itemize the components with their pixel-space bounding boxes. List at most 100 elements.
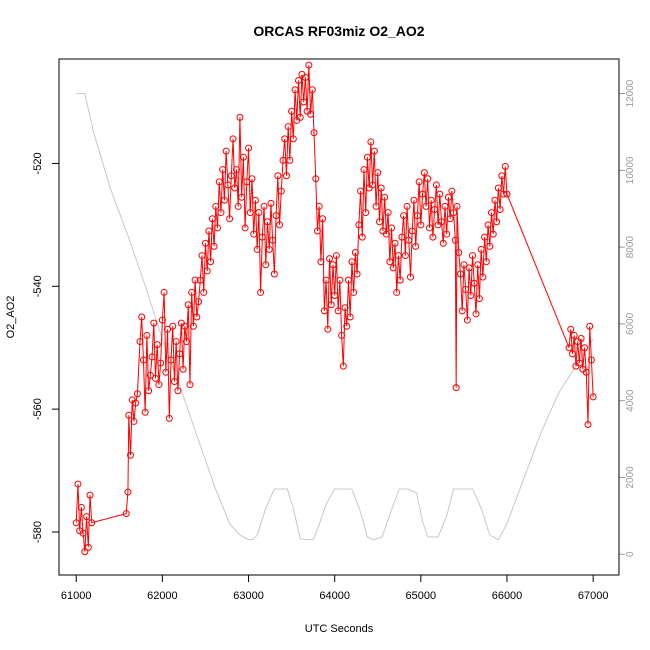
data-point xyxy=(236,113,244,121)
y-axis-label: O2_AO2 xyxy=(5,296,17,339)
data-point xyxy=(581,344,589,352)
data-point xyxy=(310,129,318,137)
data-point xyxy=(162,368,170,376)
data-point xyxy=(391,239,399,247)
data-point xyxy=(276,221,284,229)
data-point xyxy=(475,295,483,303)
data-point xyxy=(269,236,277,244)
data-point xyxy=(470,279,478,287)
data-point xyxy=(308,86,316,94)
data-point xyxy=(148,353,156,361)
data-point xyxy=(501,163,509,170)
data-point xyxy=(155,381,163,389)
y2-tick-label: 0 xyxy=(625,551,636,557)
data-point xyxy=(307,110,315,118)
data-point xyxy=(217,209,225,217)
y-tick-label: -520 xyxy=(32,152,44,174)
data-point xyxy=(207,258,215,266)
data-point xyxy=(324,325,332,333)
chart-title: ORCAS RF03miz O2_AO2 xyxy=(253,23,424,39)
data-point xyxy=(200,288,208,296)
data-point xyxy=(493,218,501,226)
data-point xyxy=(451,236,459,244)
data-point xyxy=(331,292,339,299)
y2-tick-label: 10000 xyxy=(625,156,636,184)
data-point xyxy=(219,166,227,174)
data-point xyxy=(300,98,308,106)
data-point xyxy=(427,196,435,204)
data-point xyxy=(568,350,576,358)
data-point xyxy=(270,270,278,278)
data-point xyxy=(413,212,421,220)
data-point xyxy=(344,276,352,284)
data-point xyxy=(167,356,175,364)
data-point xyxy=(467,292,475,299)
plot-frame xyxy=(58,58,620,576)
data-point xyxy=(432,181,440,189)
data-point xyxy=(465,264,473,272)
data-point xyxy=(353,270,361,278)
data-point xyxy=(393,288,401,296)
data-point xyxy=(382,230,390,238)
data-point xyxy=(160,288,168,296)
data-point xyxy=(196,276,204,284)
data-point xyxy=(327,301,335,309)
data-point xyxy=(565,344,573,352)
data-point xyxy=(295,77,303,84)
data-point xyxy=(212,202,220,210)
data-point xyxy=(188,288,196,296)
data-point xyxy=(203,267,211,275)
data-point xyxy=(127,451,135,459)
data-point xyxy=(408,227,416,235)
data-point xyxy=(570,331,578,339)
data-point xyxy=(460,261,468,269)
data-point xyxy=(458,307,466,315)
data-point xyxy=(463,316,471,324)
y2-tick-label: 8000 xyxy=(625,236,636,259)
data-point xyxy=(401,252,409,260)
data-point xyxy=(274,172,282,180)
data-point xyxy=(386,258,394,266)
data-point xyxy=(132,399,140,407)
data-point xyxy=(346,313,354,321)
data-point xyxy=(258,233,266,241)
data-point xyxy=(184,301,192,309)
data-point xyxy=(201,239,209,247)
data-point xyxy=(479,273,487,281)
data-point xyxy=(263,218,271,226)
data-point xyxy=(448,187,456,195)
data-point xyxy=(72,519,80,527)
data-point xyxy=(491,196,499,204)
data-point xyxy=(577,335,585,342)
data-point xyxy=(341,304,349,312)
data-point xyxy=(220,196,228,204)
data-point xyxy=(84,543,92,551)
data-point xyxy=(367,138,375,146)
data-point xyxy=(487,209,495,217)
series-line-right xyxy=(76,93,594,541)
data-point xyxy=(320,307,328,315)
data-point xyxy=(279,156,287,164)
data-point xyxy=(496,206,504,213)
data-point xyxy=(172,338,180,346)
data-point xyxy=(446,215,454,223)
data-point xyxy=(486,242,494,250)
data-point xyxy=(472,310,480,318)
data-point xyxy=(272,212,280,220)
x-tick-label: 63000 xyxy=(233,590,264,602)
series-right-axis xyxy=(76,93,594,541)
data-point xyxy=(415,178,423,186)
data-point xyxy=(153,341,161,349)
y-axis-right: 0 2000 4000 6000 8000 10000 12000 xyxy=(619,79,636,557)
data-point xyxy=(417,221,425,229)
data-point xyxy=(122,510,130,518)
data-point xyxy=(317,258,325,266)
y-tick-label: -540 xyxy=(32,275,44,297)
series-left-axis xyxy=(72,61,597,556)
data-point xyxy=(83,513,91,521)
data-point xyxy=(375,218,383,226)
x-tick-label: 64000 xyxy=(319,590,350,602)
data-point xyxy=(282,172,290,180)
data-point xyxy=(81,548,89,556)
data-point xyxy=(191,276,199,284)
